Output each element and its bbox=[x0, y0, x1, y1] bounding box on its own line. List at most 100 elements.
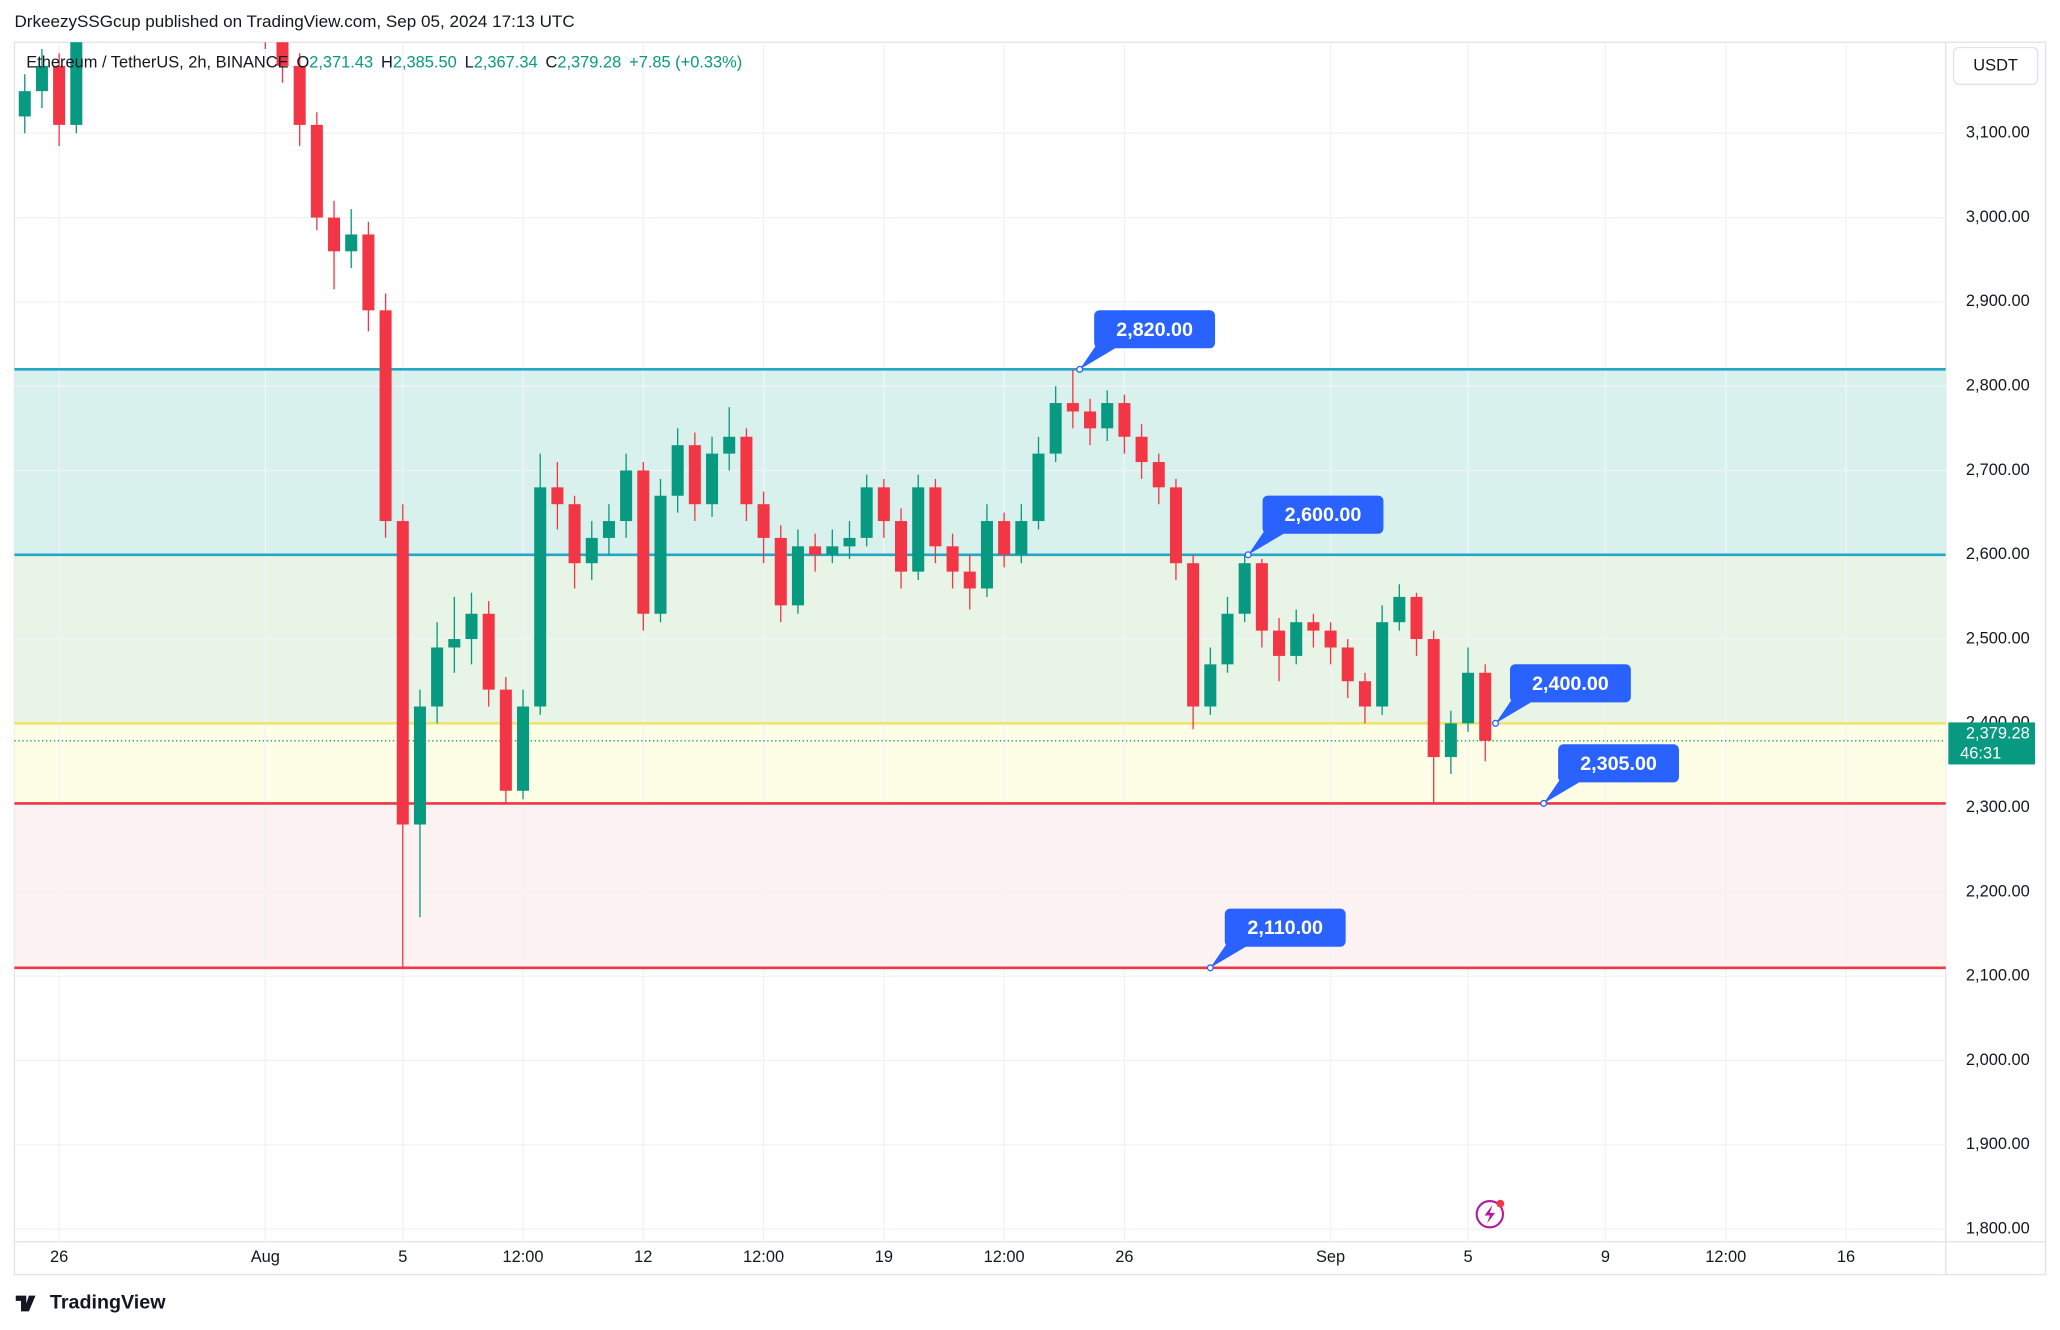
x-tick-label: 16 bbox=[1837, 1248, 1855, 1266]
candle-body bbox=[379, 310, 392, 522]
candle-body bbox=[706, 453, 719, 505]
y-tick-label: 2,200.00 bbox=[1966, 882, 2030, 900]
candle-body bbox=[1376, 622, 1389, 707]
y-tick-label: 3,000.00 bbox=[1966, 208, 2030, 226]
currency[interactable]: USDT bbox=[1973, 56, 2018, 74]
candle-body bbox=[585, 537, 598, 564]
candle-body bbox=[1393, 596, 1406, 623]
candle-body bbox=[35, 65, 48, 92]
lightning-icon[interactable] bbox=[1475, 1199, 1505, 1229]
callout-anchor bbox=[1491, 719, 1500, 727]
candle-body bbox=[413, 706, 426, 825]
price-tag bbox=[1948, 722, 2036, 765]
legend-symbol: Ethereum / TetherUS, 2h, BINANCE bbox=[26, 54, 288, 72]
x-tick-label: Sep bbox=[1316, 1248, 1345, 1266]
candle-body bbox=[1152, 462, 1165, 488]
legend-change: +7.85 (+0.33%) bbox=[629, 54, 742, 72]
candle-body bbox=[276, 42, 289, 66]
x-tick-label: 9 bbox=[1601, 1248, 1610, 1266]
candle-body bbox=[1255, 563, 1268, 631]
y-tick-label: 1,800.00 bbox=[1966, 1219, 2030, 1237]
candle-body bbox=[1444, 723, 1457, 758]
candle-body bbox=[671, 445, 684, 496]
legend-field-label: L bbox=[465, 54, 474, 72]
candle-body bbox=[1049, 403, 1062, 454]
candle-body bbox=[1238, 563, 1251, 614]
candle-body bbox=[1410, 596, 1423, 640]
candle-body bbox=[499, 689, 512, 791]
candle-body bbox=[396, 521, 409, 825]
legend-field-value: 2,379.28 bbox=[557, 54, 621, 72]
candle-body bbox=[929, 487, 942, 547]
callout-label: 2,600.00 bbox=[1285, 504, 1362, 526]
candle-body bbox=[448, 639, 461, 648]
candle-body bbox=[740, 436, 753, 505]
candle-body bbox=[1479, 672, 1492, 741]
candle-body bbox=[1324, 630, 1337, 648]
candle-body bbox=[860, 487, 873, 538]
footer: TradingView bbox=[50, 1292, 166, 1314]
callout-box bbox=[1094, 310, 1216, 349]
candle-body bbox=[1462, 672, 1475, 724]
grid bbox=[14, 42, 1946, 1242]
x-tick-label: Aug bbox=[251, 1248, 280, 1266]
candle-body bbox=[980, 521, 993, 589]
candle-body bbox=[1341, 647, 1354, 682]
price-tag-label: 2,379.28 bbox=[1966, 725, 2030, 743]
candle-body bbox=[70, 42, 83, 125]
candle-body bbox=[963, 571, 976, 589]
overlay: 1,800.00 1,900.00 2,000.00 2,100.00 2,200.00… bbox=[50, 124, 2036, 1266]
candle-body bbox=[482, 613, 495, 690]
candle-body bbox=[1187, 563, 1200, 707]
callout-box bbox=[1509, 664, 1631, 703]
candle-body bbox=[877, 487, 890, 522]
candle-body bbox=[1221, 613, 1234, 665]
y-tick-label: 2,600.00 bbox=[1966, 545, 2030, 563]
candle-body bbox=[1135, 436, 1148, 463]
candle-body bbox=[1427, 639, 1440, 758]
candle-body bbox=[791, 546, 804, 606]
candle-body bbox=[998, 521, 1011, 555]
candle-body bbox=[293, 65, 306, 125]
candle-body bbox=[1290, 622, 1303, 656]
plot bbox=[18, 42, 1492, 968]
callout-anchor bbox=[1076, 365, 1084, 373]
candle-body bbox=[534, 487, 547, 707]
callout-label: 2,400.00 bbox=[1532, 673, 1609, 695]
callout-anchor bbox=[1206, 964, 1214, 972]
candle-body bbox=[1273, 630, 1286, 656]
candle-body bbox=[1066, 403, 1079, 412]
x-tick-label: 12:00 bbox=[984, 1248, 1025, 1266]
candle-body bbox=[1101, 403, 1114, 429]
candle-body bbox=[774, 537, 787, 606]
legend-field-label: C bbox=[545, 54, 557, 72]
candle-body bbox=[1358, 681, 1371, 707]
y-tick-label: 2,300.00 bbox=[1966, 798, 2030, 816]
candle-body bbox=[688, 445, 701, 505]
candle-body bbox=[551, 487, 564, 505]
x-tick-label: 26 bbox=[1115, 1248, 1133, 1266]
legend-field-value: 2,385.50 bbox=[393, 54, 457, 72]
candle-body bbox=[345, 234, 358, 252]
callout-label: 2,305.00 bbox=[1580, 753, 1657, 775]
price-tag-countdown: 46:31 bbox=[1960, 744, 2001, 762]
candle-body bbox=[602, 521, 615, 538]
x-tick-label: 5 bbox=[1463, 1248, 1472, 1266]
candle-body bbox=[362, 234, 375, 311]
candle-body bbox=[1015, 521, 1028, 555]
candle-body bbox=[1169, 487, 1182, 564]
x-tick-label: 19 bbox=[875, 1248, 893, 1266]
candle-body bbox=[895, 521, 908, 572]
candle-body bbox=[1204, 664, 1217, 707]
candle-body bbox=[1084, 411, 1097, 429]
candle-body bbox=[1118, 403, 1131, 437]
candle-body bbox=[1032, 453, 1045, 522]
legend-field-label: H bbox=[381, 54, 393, 72]
candle-body bbox=[723, 436, 736, 454]
currency-box[interactable] bbox=[1952, 46, 2039, 85]
legend: Ethereum / TetherUS, 2h, BINANCE O2,371.4… bbox=[26, 54, 742, 72]
callout-anchor bbox=[1244, 551, 1252, 559]
candle-body bbox=[328, 217, 341, 252]
x-tick-label: 12:00 bbox=[503, 1248, 544, 1266]
